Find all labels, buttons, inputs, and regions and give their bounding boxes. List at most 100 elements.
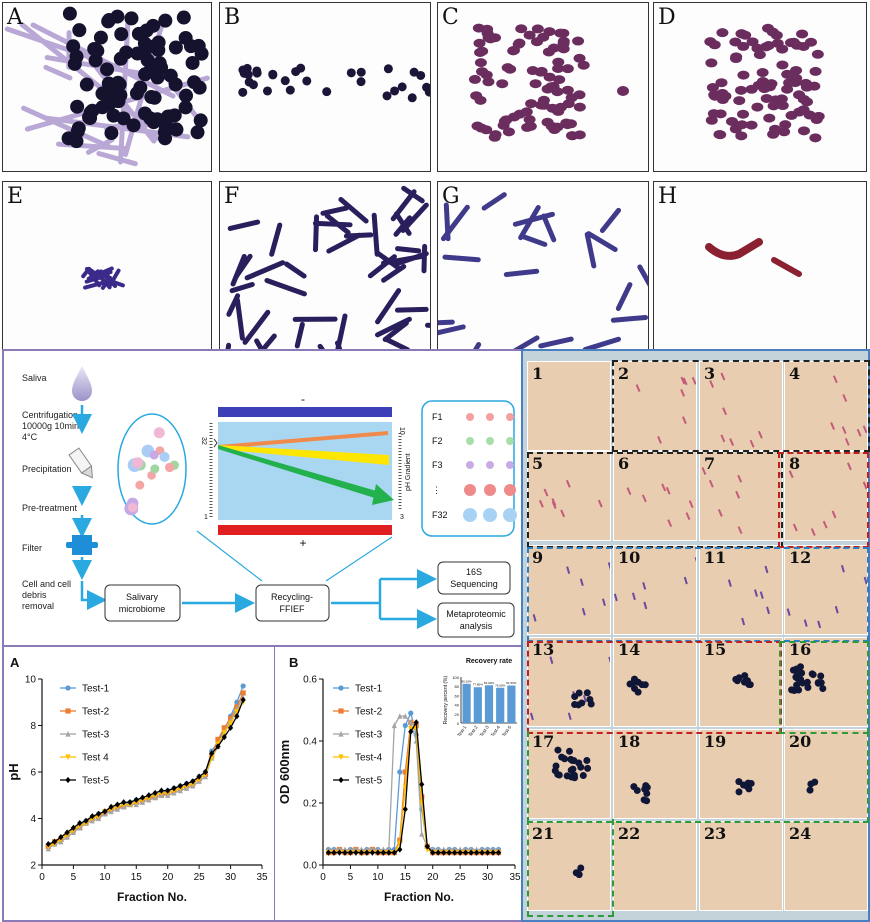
fraction-dot xyxy=(506,413,514,421)
inset-title: Recovery rate xyxy=(466,658,512,665)
data-point xyxy=(397,769,402,774)
micrograph-image xyxy=(438,182,648,350)
micrograph-label: B xyxy=(224,5,240,30)
group-box-red-2 xyxy=(527,641,782,734)
series-1 xyxy=(46,683,246,849)
negative-sign: - xyxy=(301,392,305,406)
series-line xyxy=(328,722,498,852)
x-tick-label: 20 xyxy=(427,872,439,883)
inset-bar-label: 82.00% xyxy=(484,681,495,685)
micrograph-f: F xyxy=(219,181,431,351)
inset-y-tick-label: 80 xyxy=(455,684,460,689)
x-tick-label: 0 xyxy=(320,872,326,883)
grid-tile-24: 24 xyxy=(784,821,868,911)
fraction-label: F32 xyxy=(432,510,448,520)
series-4 xyxy=(326,726,501,856)
cell-dot xyxy=(128,503,137,512)
micrograph-image xyxy=(654,3,866,171)
cell-dot xyxy=(132,457,143,468)
inset-bar xyxy=(496,688,504,723)
cell-dot xyxy=(150,451,159,460)
series-4 xyxy=(46,700,246,850)
data-point xyxy=(403,723,408,728)
grid-number: 1 xyxy=(532,364,543,383)
micrograph-a: A xyxy=(2,2,212,172)
fraction-dot xyxy=(466,461,474,469)
data-point xyxy=(338,777,343,783)
cell-dot xyxy=(150,464,159,473)
fraction-label: F3 xyxy=(432,460,443,470)
step-filter: Filter xyxy=(22,543,42,553)
fraction-dot xyxy=(484,484,496,496)
filter-icon xyxy=(66,535,98,555)
series-2 xyxy=(46,690,246,849)
series-5 xyxy=(46,697,246,847)
fraction-label: F2 xyxy=(432,436,443,446)
series-line xyxy=(328,722,498,852)
cell-dot xyxy=(154,427,165,438)
tube-icon xyxy=(69,448,97,481)
fraction-dot xyxy=(486,413,494,421)
step-pretreatment: Pre-treatment xyxy=(22,503,78,513)
x-tick-label: 15 xyxy=(131,872,143,883)
x-tick-label: 30 xyxy=(225,872,237,883)
x-tick-label: 15 xyxy=(400,872,412,883)
x-tick-label: 35 xyxy=(256,872,268,883)
y-tick-label: 0.4 xyxy=(303,737,317,748)
grid-number: 22 xyxy=(618,824,640,843)
legend-label: Test-1 xyxy=(82,684,110,695)
inset-bar xyxy=(507,686,515,723)
grid-tile-22: 22 xyxy=(613,821,697,911)
legend-label: Test 4 xyxy=(82,753,109,764)
y-tick-label: 0.0 xyxy=(303,861,317,872)
x-tick-label: 30 xyxy=(482,872,494,883)
data-point xyxy=(419,831,424,837)
inset-category-label: Test-3 xyxy=(479,724,490,737)
series-3 xyxy=(326,713,501,852)
chamber-left-bottom: 1 xyxy=(204,514,208,521)
legend-label: Test-3 xyxy=(355,730,383,741)
x-tick-label: 35 xyxy=(509,872,521,883)
x-tick-label: 20 xyxy=(162,872,174,883)
fraction-dot xyxy=(466,437,474,445)
group-box-black xyxy=(612,360,870,452)
y-axis-label: OD 600nm xyxy=(277,740,292,804)
inset-y-tick-label: 60 xyxy=(455,693,460,698)
legend-label: Test-1 xyxy=(355,684,383,695)
legend-label: Test-5 xyxy=(82,776,110,787)
legend-label: Test-4 xyxy=(355,753,383,764)
micrograph-image xyxy=(3,182,211,350)
series-5 xyxy=(326,719,501,855)
fraction-dot xyxy=(486,437,494,445)
micrograph-label: H xyxy=(658,184,677,209)
panel-label: B xyxy=(289,655,298,670)
y-tick-label: 0.6 xyxy=(303,675,317,686)
group-box-red xyxy=(778,452,869,548)
data-point xyxy=(241,683,246,688)
grid-number: 23 xyxy=(704,824,726,843)
micrograph-label: E xyxy=(7,184,23,209)
group-box-black-2 xyxy=(527,452,783,548)
cell-dot xyxy=(135,481,144,490)
fraction-dot xyxy=(506,437,514,445)
group-box-green-3 xyxy=(527,819,614,917)
data-point xyxy=(65,708,70,713)
gradient-label: pH Gradient xyxy=(405,453,412,491)
x-tick-label: 25 xyxy=(455,872,467,883)
legend-label: Test-2 xyxy=(82,707,110,718)
panel-label: A xyxy=(10,655,20,670)
inset-bar xyxy=(474,687,482,723)
cell-dot xyxy=(165,463,174,472)
saliva-drop-icon xyxy=(72,366,92,401)
x-tick-label: 10 xyxy=(99,872,111,883)
inset-bar-label: 76.60% xyxy=(495,683,506,687)
x-axis-label: Fraction No. xyxy=(117,890,187,904)
y-tick-label: 2 xyxy=(30,861,36,872)
data-point xyxy=(65,777,70,783)
